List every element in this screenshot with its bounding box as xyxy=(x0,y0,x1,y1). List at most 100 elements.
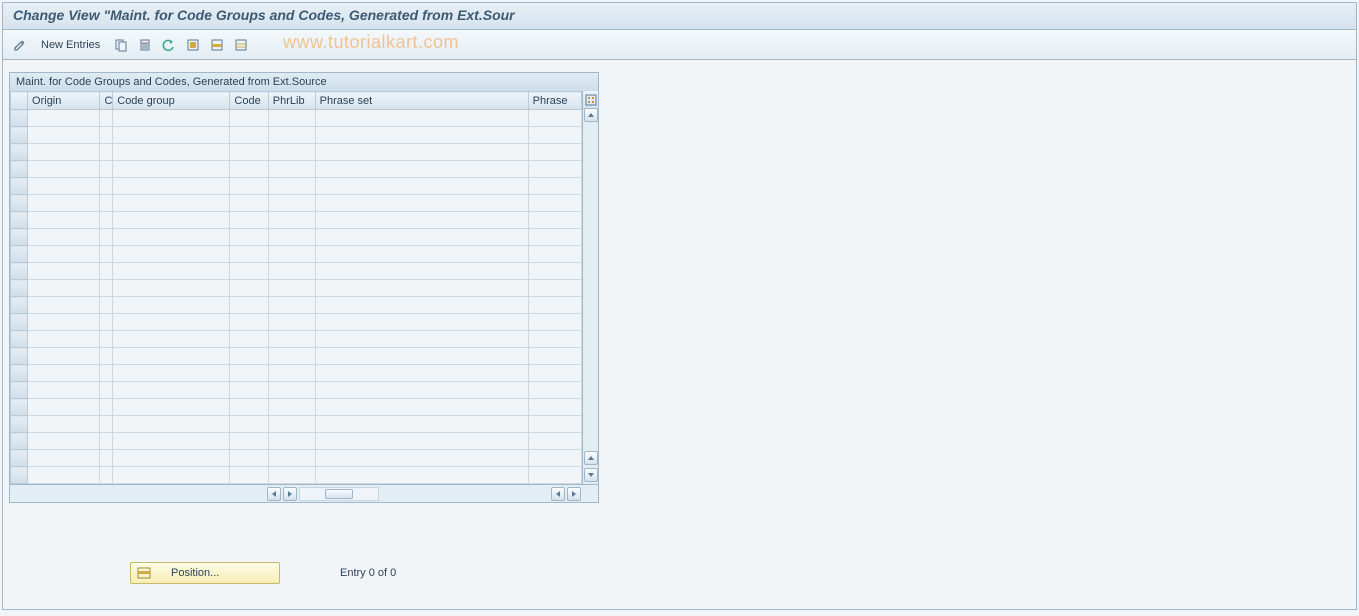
cell[interactable] xyxy=(100,280,113,297)
cell[interactable] xyxy=(528,212,581,229)
cell[interactable] xyxy=(100,178,113,195)
table-row[interactable] xyxy=(11,195,582,212)
cell[interactable] xyxy=(315,195,528,212)
select-block-icon[interactable] xyxy=(208,36,226,54)
cell[interactable] xyxy=(528,297,581,314)
cell[interactable] xyxy=(28,161,100,178)
col-phrase[interactable]: Phrase xyxy=(528,92,581,110)
cell[interactable] xyxy=(528,246,581,263)
cell[interactable] xyxy=(100,365,113,382)
cell[interactable] xyxy=(230,433,268,450)
col-code-group[interactable]: Code group xyxy=(113,92,230,110)
cell[interactable] xyxy=(230,382,268,399)
deselect-all-icon[interactable] xyxy=(232,36,250,54)
cell[interactable] xyxy=(315,314,528,331)
scroll-left-icon[interactable] xyxy=(267,487,281,501)
cell[interactable] xyxy=(268,348,315,365)
cell[interactable] xyxy=(28,246,100,263)
table-row[interactable] xyxy=(11,161,582,178)
cell[interactable] xyxy=(28,127,100,144)
cell[interactable] xyxy=(230,195,268,212)
cell[interactable] xyxy=(113,263,230,280)
row-selector[interactable] xyxy=(11,314,28,331)
cell[interactable] xyxy=(113,297,230,314)
cell[interactable] xyxy=(113,399,230,416)
row-selector[interactable] xyxy=(11,263,28,280)
cell[interactable] xyxy=(113,127,230,144)
cell[interactable] xyxy=(528,467,581,484)
table-row[interactable] xyxy=(11,178,582,195)
cell[interactable] xyxy=(100,399,113,416)
cell[interactable] xyxy=(28,229,100,246)
cell[interactable] xyxy=(113,246,230,263)
cell[interactable] xyxy=(268,127,315,144)
table-row[interactable] xyxy=(11,110,582,127)
cell[interactable] xyxy=(100,161,113,178)
row-selector[interactable] xyxy=(11,246,28,263)
cell[interactable] xyxy=(528,110,581,127)
cell[interactable] xyxy=(268,399,315,416)
cell[interactable] xyxy=(230,331,268,348)
horizontal-scrollbar[interactable] xyxy=(9,485,599,503)
table-row[interactable] xyxy=(11,348,582,365)
cell[interactable] xyxy=(113,314,230,331)
row-selector[interactable] xyxy=(11,178,28,195)
cell[interactable] xyxy=(315,365,528,382)
cell[interactable] xyxy=(315,246,528,263)
cell[interactable] xyxy=(315,450,528,467)
row-selector-header[interactable] xyxy=(11,92,28,110)
cell[interactable] xyxy=(528,195,581,212)
cell[interactable] xyxy=(315,144,528,161)
cell[interactable] xyxy=(528,229,581,246)
cell[interactable] xyxy=(315,263,528,280)
cell[interactable] xyxy=(100,382,113,399)
cell[interactable] xyxy=(113,110,230,127)
cell[interactable] xyxy=(230,110,268,127)
new-entries-button[interactable]: New Entries xyxy=(35,37,106,53)
scroll-up-icon[interactable] xyxy=(584,108,598,122)
row-selector[interactable] xyxy=(11,110,28,127)
scroll-up2-icon[interactable] xyxy=(584,451,598,465)
cell[interactable] xyxy=(268,212,315,229)
cell[interactable] xyxy=(100,314,113,331)
cell[interactable] xyxy=(268,110,315,127)
cell[interactable] xyxy=(230,467,268,484)
cell[interactable] xyxy=(268,433,315,450)
cell[interactable] xyxy=(28,348,100,365)
cell[interactable] xyxy=(113,331,230,348)
scroll-down-icon[interactable] xyxy=(584,468,598,482)
row-selector[interactable] xyxy=(11,433,28,450)
cell[interactable] xyxy=(528,314,581,331)
cell[interactable] xyxy=(113,144,230,161)
cell[interactable] xyxy=(315,382,528,399)
position-button[interactable]: Position... xyxy=(130,562,280,584)
cell[interactable] xyxy=(113,382,230,399)
row-selector[interactable] xyxy=(11,127,28,144)
select-all-icon[interactable] xyxy=(184,36,202,54)
row-selector[interactable] xyxy=(11,161,28,178)
vertical-scrollbar[interactable] xyxy=(582,91,598,484)
cell[interactable] xyxy=(528,144,581,161)
cell[interactable] xyxy=(113,212,230,229)
cell[interactable] xyxy=(315,433,528,450)
table-row[interactable] xyxy=(11,246,582,263)
cell[interactable] xyxy=(113,467,230,484)
cell[interactable] xyxy=(230,348,268,365)
cell[interactable] xyxy=(268,195,315,212)
cell[interactable] xyxy=(100,212,113,229)
cell[interactable] xyxy=(268,365,315,382)
hscroll-thumb[interactable] xyxy=(325,489,353,499)
cell[interactable] xyxy=(315,161,528,178)
cell[interactable] xyxy=(100,144,113,161)
row-selector[interactable] xyxy=(11,331,28,348)
row-selector[interactable] xyxy=(11,399,28,416)
cell[interactable] xyxy=(230,450,268,467)
cell[interactable] xyxy=(315,229,528,246)
table-row[interactable] xyxy=(11,467,582,484)
cell[interactable] xyxy=(28,382,100,399)
row-selector[interactable] xyxy=(11,144,28,161)
cell[interactable] xyxy=(268,246,315,263)
scroll-right-icon[interactable] xyxy=(283,487,297,501)
cell[interactable] xyxy=(268,144,315,161)
table-row[interactable] xyxy=(11,331,582,348)
